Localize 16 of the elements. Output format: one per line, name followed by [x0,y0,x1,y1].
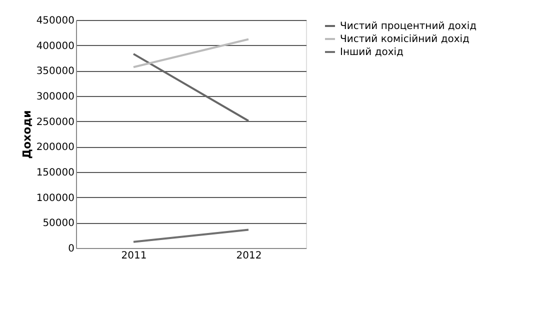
y-tick-label: 100000 [36,192,74,204]
y-tick-label: 400000 [36,40,74,52]
y-tick-label: 150000 [36,168,74,178]
y-tick-label: 350000 [36,66,74,78]
y-tick-label: 250000 [36,116,74,128]
y-axis-title: Доходи [20,110,34,159]
y-tick-label: 200000 [36,142,74,154]
y-tick-label: 450000 [36,16,74,26]
x-tick-label: 2011 [121,250,147,262]
y-tick-label: 0 [68,244,74,254]
y-tick-label: 300000 [36,92,74,102]
x-tick-label: 2012 [236,250,262,262]
legend-label: Чистий комісійний дохід [340,34,470,45]
y-tick-label: 50000 [42,218,74,230]
legend-label: Інший дохід [340,47,404,58]
legend-label: Чистий процентний дохід [340,21,477,32]
